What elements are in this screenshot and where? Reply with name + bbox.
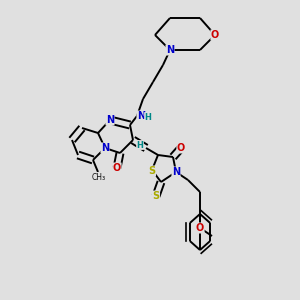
Text: CH₃: CH₃ <box>92 172 106 182</box>
Text: H: H <box>145 112 152 122</box>
Text: N: N <box>106 115 114 125</box>
Text: N: N <box>166 45 174 55</box>
Text: N: N <box>101 143 109 153</box>
Text: N: N <box>172 167 180 177</box>
Text: O: O <box>211 30 219 40</box>
Text: N: N <box>137 111 145 121</box>
Text: H: H <box>136 140 143 149</box>
Text: S: S <box>152 191 160 201</box>
Text: O: O <box>113 163 121 173</box>
Text: O: O <box>196 223 204 233</box>
Text: S: S <box>148 166 156 176</box>
Text: O: O <box>177 143 185 153</box>
